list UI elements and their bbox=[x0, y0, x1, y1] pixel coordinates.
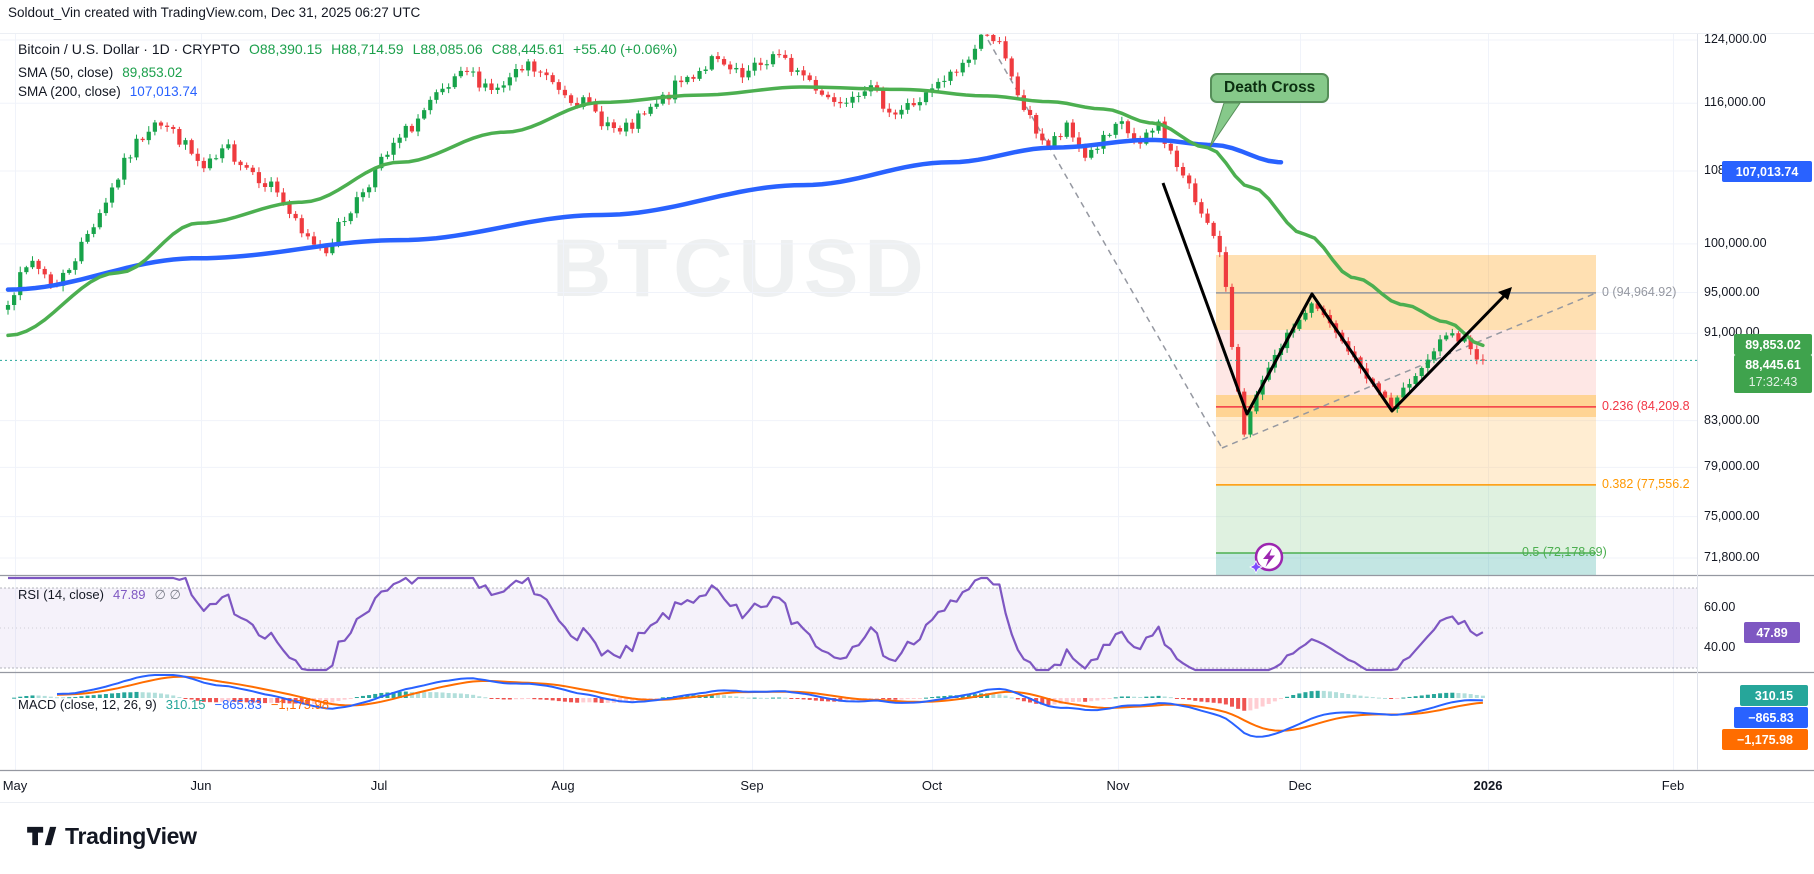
sma50-legend-row[interactable]: SMA (50, close) 89,853.02 bbox=[18, 65, 182, 80]
time-axis-label: Sep bbox=[740, 778, 764, 793]
sma200-price-badge: 107,013.74 bbox=[1722, 161, 1812, 182]
symbol-legend-row[interactable]: Bitcoin / U.S. Dollar · 1D · CRYPTO O88,… bbox=[18, 41, 677, 57]
macd-pane bbox=[12, 674, 1485, 738]
rsi-axis-lower: 40.00 bbox=[1704, 640, 1736, 654]
ohlc-low: L88,085.06 bbox=[412, 41, 483, 57]
symbol-watermark: BTCUSD bbox=[552, 223, 930, 314]
rsi-value: 47.89 bbox=[112, 587, 146, 602]
ohlc-high: H88,714.59 bbox=[331, 41, 404, 57]
price-axis-label: 79,000.00 bbox=[1704, 459, 1760, 474]
fib-level-382-label: 0.382 (77,556.2 bbox=[1602, 477, 1690, 491]
rsi-empty-sets: ∅ ∅ bbox=[154, 587, 181, 602]
time-axis-label: Dec bbox=[1288, 778, 1312, 793]
fib-bands bbox=[1216, 255, 1596, 575]
macd-hist-badge: 310.15 bbox=[1740, 685, 1808, 706]
sma-50-line bbox=[6, 85, 1485, 348]
sma200-label[interactable]: SMA (200, close) bbox=[18, 84, 121, 99]
tradingview-logo-icon bbox=[27, 826, 57, 846]
death-cross-callout[interactable]: Death Cross bbox=[1210, 73, 1330, 103]
rsi-label[interactable]: RSI (14, close) bbox=[18, 587, 104, 602]
arrow-head bbox=[1498, 287, 1512, 300]
fib-level-236-label: 0.236 (84,209.8 bbox=[1602, 399, 1690, 413]
lightning-reaction-icon[interactable] bbox=[1249, 542, 1284, 574]
price-axis-label: 124,000.00 bbox=[1704, 32, 1767, 46]
rsi-pane bbox=[0, 576, 1697, 672]
macd-hist-value: 310.15 bbox=[165, 697, 206, 712]
macd-line-value: −865.83 bbox=[214, 697, 262, 712]
credit-bar: Soldout_Vin created with TradingView.com… bbox=[8, 5, 421, 20]
main-pane bbox=[0, 34, 1697, 575]
time-axis-label: Oct bbox=[921, 778, 943, 793]
symbol-title[interactable]: Bitcoin / U.S. Dollar · 1D · CRYPTO bbox=[18, 41, 240, 57]
time-axis-label: Jun bbox=[190, 778, 212, 793]
macd-line bbox=[56, 674, 1483, 738]
death-cross-pointer bbox=[1209, 102, 1241, 148]
sma50-price-badge: 89,853.02 bbox=[1734, 334, 1812, 355]
sma-200-line bbox=[5, 137, 1284, 292]
time-axis-label: Nov bbox=[1106, 778, 1130, 793]
rsi-badge: 47.89 bbox=[1744, 622, 1800, 643]
rsi-legend-row[interactable]: RSI (14, close) 47.89 ∅ ∅ bbox=[18, 587, 181, 603]
ohlc-open: O88,390.15 bbox=[248, 41, 323, 57]
tradingview-logo[interactable]: TradingView bbox=[26, 822, 197, 850]
price-axis-label: 75,000.00 bbox=[1704, 508, 1760, 523]
zigzag-projection-line[interactable] bbox=[1161, 182, 1506, 416]
macd-legend-row[interactable]: MACD (close, 12, 26, 9) 310.15 −865.83 −… bbox=[18, 697, 329, 712]
time-axis-label: Aug bbox=[551, 778, 575, 793]
fib-level-50-label: 0.5 (72,178.69) bbox=[1522, 545, 1607, 559]
price-axis-label: 71,800.00 bbox=[1704, 550, 1760, 564]
price-chart-canvas[interactable] bbox=[0, 0, 1814, 806]
fib-level-0-label: 0 (94,964.92) bbox=[1602, 285, 1677, 299]
sma200-legend-row[interactable]: SMA (200, close) 107,013.74 bbox=[18, 84, 197, 99]
price-axis-label: 116,000.00 bbox=[1704, 95, 1766, 110]
time-axis-label: May bbox=[2, 778, 28, 793]
bar-countdown: 17:32:43 bbox=[1748, 375, 1798, 389]
grid bbox=[0, 34, 1697, 770]
price-axis-label: 95,000.00 bbox=[1704, 284, 1760, 299]
last-price-value: 88,445.61 bbox=[1745, 358, 1801, 372]
last-price-badge: 88,445.61 17:32:43 bbox=[1734, 355, 1812, 393]
macd-line-badge: −865.83 bbox=[1734, 707, 1808, 728]
rsi-line bbox=[8, 576, 1484, 672]
time-axis-label: 2026 bbox=[1473, 778, 1503, 793]
price-axis-label: 100,000.00 bbox=[1704, 235, 1767, 250]
sma50-label[interactable]: SMA (50, close) bbox=[18, 65, 114, 80]
price-axis-label: 83,000.00 bbox=[1704, 412, 1760, 427]
macd-signal-badge: −1,175.98 bbox=[1722, 729, 1808, 750]
time-axis-label: Feb bbox=[1661, 778, 1685, 793]
ohlc-close: C88,445.61 bbox=[491, 41, 565, 57]
ohlc-change: +55.40 (+0.06%) bbox=[573, 41, 678, 57]
pane-separators[interactable] bbox=[0, 33, 1814, 803]
macd-signal-value: −1,175.98 bbox=[270, 697, 330, 712]
sma200-value: 107,013.74 bbox=[129, 84, 198, 99]
sma50-value: 89,853.02 bbox=[122, 65, 183, 80]
rsi-axis-upper: 60.00 bbox=[1704, 600, 1736, 614]
time-axis-label: Jul bbox=[370, 778, 388, 793]
tradingview-brand-text: TradingView bbox=[65, 822, 197, 849]
candlestick-series bbox=[5, 34, 1486, 438]
macd-label[interactable]: MACD (close, 12, 26, 9) bbox=[18, 697, 157, 712]
